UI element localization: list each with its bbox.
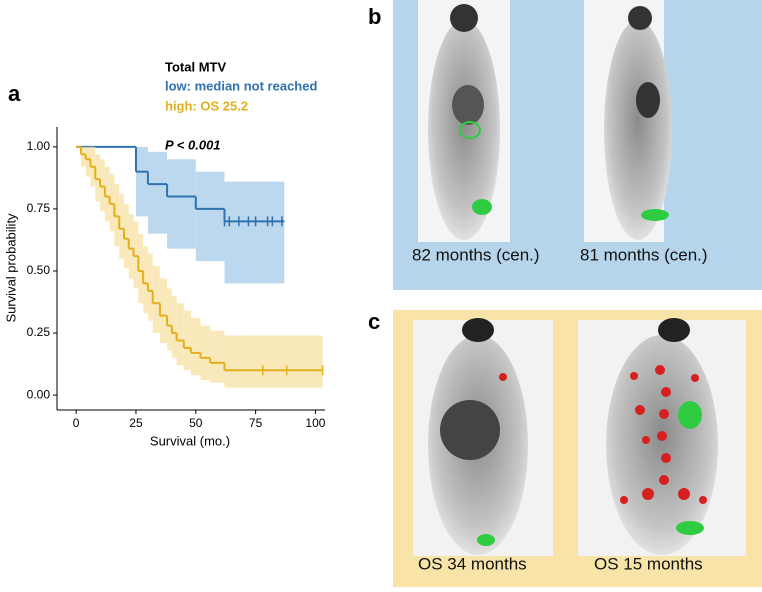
confidence-band xyxy=(210,330,225,383)
pet-image xyxy=(413,318,553,556)
x-axis-label: Survival (mo.) xyxy=(150,433,230,448)
confidence-band xyxy=(135,146,148,217)
confidence-band xyxy=(133,221,139,289)
image-caption: 81 months (cen.) xyxy=(580,245,708,264)
confidence-band xyxy=(128,213,134,279)
confidence-band xyxy=(114,184,120,247)
confidence-band xyxy=(195,171,225,262)
y-tick-label: 0.75 xyxy=(27,201,51,215)
confidence-band xyxy=(80,146,86,167)
confidence-band xyxy=(124,203,129,269)
confidence-band xyxy=(104,166,110,222)
confidence-band xyxy=(147,253,153,321)
confidence-band xyxy=(109,174,115,232)
confidence-band xyxy=(100,159,105,212)
annotation: P < 0.001 xyxy=(165,137,221,152)
confidence-band xyxy=(200,325,211,381)
panel-label: b xyxy=(368,4,381,29)
x-tick-label: 0 xyxy=(73,416,80,430)
confidence-band xyxy=(119,194,124,259)
x-tick-label: 25 xyxy=(129,416,143,430)
confidence-band xyxy=(152,266,160,334)
confidence-band xyxy=(183,310,191,371)
y-tick-label: 0.00 xyxy=(27,387,51,401)
x-tick-label: 100 xyxy=(305,416,325,430)
y-tick-label: 0.50 xyxy=(27,263,51,277)
confidence-band xyxy=(147,151,168,234)
confidence-band xyxy=(176,303,184,366)
x-tick-label: 75 xyxy=(249,416,263,430)
image-caption: OS 15 months xyxy=(594,554,703,573)
pet-image xyxy=(584,0,672,242)
image-caption: 82 months (cen.) xyxy=(412,245,540,264)
confidence-band xyxy=(143,246,148,314)
legend-entry: low: median not reached xyxy=(165,78,317,93)
confidence-band xyxy=(167,288,172,351)
confidence-band xyxy=(85,146,91,177)
confidence-band xyxy=(191,318,201,376)
pet-image xyxy=(418,0,510,242)
legend-title: Total MTV xyxy=(165,59,226,74)
y-tick-label: 1.00 xyxy=(27,139,51,153)
panel-label: a xyxy=(8,81,21,106)
y-tick-label: 0.25 xyxy=(27,325,51,339)
confidence-band xyxy=(167,159,196,249)
x-tick-label: 50 xyxy=(189,416,203,430)
confidence-band xyxy=(138,233,144,304)
confidence-band xyxy=(171,295,177,358)
confidence-band xyxy=(224,181,285,284)
confidence-band xyxy=(159,278,168,343)
legend-entry: high: OS 25.2 xyxy=(165,98,248,113)
confidence-band xyxy=(95,154,101,202)
panel-label: c xyxy=(368,309,380,334)
pet-image xyxy=(578,318,746,556)
confidence-band xyxy=(224,335,323,388)
image-caption: OS 34 months xyxy=(418,554,527,573)
y-axis-label: Survival probability xyxy=(3,213,18,323)
